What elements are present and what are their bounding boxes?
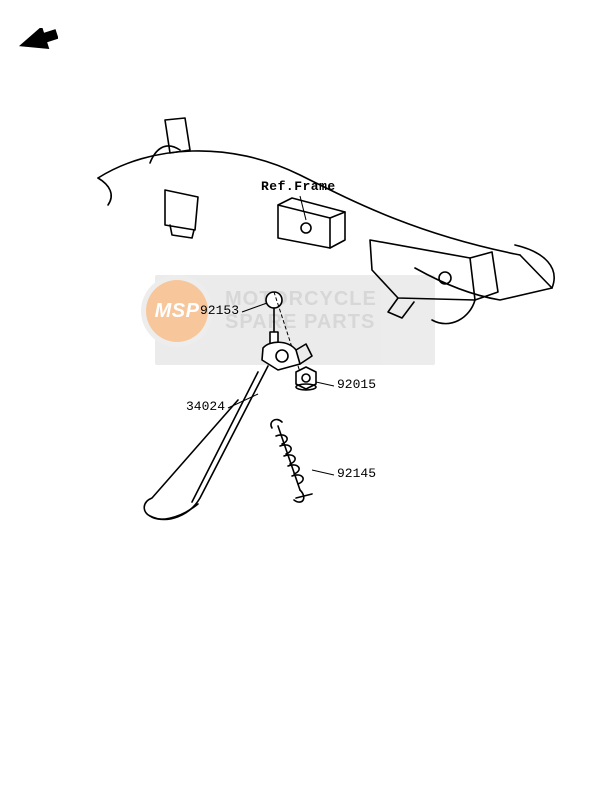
- callout-92145: 92145: [337, 466, 376, 481]
- callout-34024: 34024: [186, 399, 225, 414]
- callout-92015: 92015: [337, 377, 376, 392]
- parts-diagram-svg: [0, 0, 589, 799]
- diagram-stage: MSP MOTORCYCLE SPARE PARTS: [0, 0, 589, 799]
- callout-92153: 92153: [200, 303, 239, 318]
- ref-frame-label: Ref.Frame: [261, 179, 336, 194]
